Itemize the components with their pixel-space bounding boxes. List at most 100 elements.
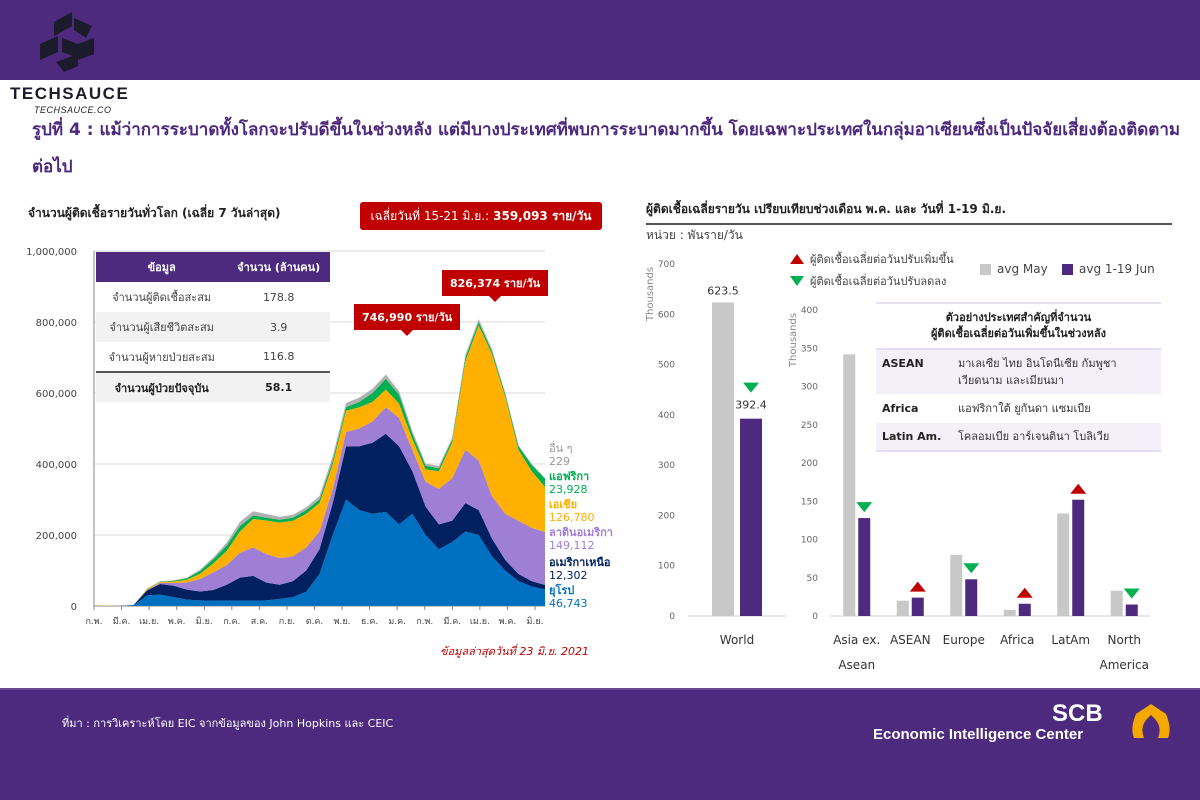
table-row: จำนวนผู้ติดเชื้อสะสม 178.8 bbox=[96, 282, 330, 312]
table-row-total: จำนวนผู้ป่วยปัจจุบัน 58.1 bbox=[96, 371, 330, 402]
brand-url: TECHSAUCE.CO bbox=[34, 105, 112, 115]
legend-swatch-may bbox=[980, 263, 991, 275]
legend-value: 149,112 bbox=[549, 539, 595, 552]
x-tick-label: ม.ค. bbox=[388, 617, 406, 627]
table-cell-value: 3.9 bbox=[227, 312, 330, 342]
info-box-heading-line1: ตัวอย่างประเทศสำคัญที่จำนวน bbox=[945, 311, 1092, 324]
triangle-down-icon bbox=[790, 276, 804, 286]
legend-value: 12,302 bbox=[549, 569, 588, 582]
y-tick-label: 1,000,000 bbox=[26, 247, 77, 258]
info-row-region: Latin Am. bbox=[882, 430, 942, 443]
info-row-asean: ASEAN มาเลเซีย ไทย อินโดนีเซีย กัมพูชา เ… bbox=[876, 350, 1161, 395]
x-tick-label: มิ.ย. bbox=[527, 616, 544, 627]
table-cell-value: 178.8 bbox=[262, 290, 295, 304]
techsauce-logo-icon bbox=[40, 12, 94, 72]
peak-callout-2: 826,374 ราย/วัน bbox=[442, 270, 549, 302]
x-tick-label: เม.ย. bbox=[470, 617, 490, 627]
legend-value: 46,743 bbox=[549, 597, 588, 610]
info-row-latin-america: Latin Am. โคลอมเบีย อาร์เจนตินา โบลิเวีย bbox=[876, 423, 1161, 452]
x-tick-label: ก.ย. bbox=[279, 617, 295, 627]
legend-avg-jun-label: avg 1-19 Jun bbox=[1079, 262, 1155, 276]
table-cell-label: จำนวนผู้เสียชีวิตสะสม bbox=[96, 312, 228, 342]
source-note: ที่มา : การวิเคราะห์โดย EIC จากข้อมูลของ… bbox=[62, 717, 394, 730]
info-row-countries: มาเลเซีย ไทย อินโดนีเซีย กัมพูชา เวียดนา… bbox=[958, 357, 1117, 387]
x-tick-label: ก.พ. bbox=[85, 617, 102, 627]
legend-label: ยุโรป bbox=[549, 583, 574, 598]
legend-value: 23,928 bbox=[549, 483, 588, 496]
table-cell-value: 116.8 bbox=[262, 350, 295, 363]
legend-value: 126,780 bbox=[549, 511, 595, 524]
summary-table: ข้อมูล จำนวน (ล้านคน) จำนวนผู้ติดเชื้อสะ… bbox=[96, 252, 330, 402]
area-series-เอเชีย bbox=[94, 325, 545, 606]
average-badge-label: เฉลี่ยวันที่ 15-21 มิ.ย.: bbox=[370, 208, 490, 223]
x-tick-label: พ.ค. bbox=[168, 617, 186, 627]
peak-callout-1: 746,990 ราย/วัน bbox=[354, 304, 461, 336]
x-tick-label: ก.ค. bbox=[223, 617, 240, 627]
y-tick-label: 0 bbox=[71, 602, 77, 613]
table-cell-label: จำนวนผู้หายป่วยสะสม bbox=[108, 350, 215, 364]
legend-label: ลาตินอเมริกา bbox=[549, 526, 613, 539]
legend-label: แอฟริกา bbox=[549, 470, 589, 483]
page-title: รูปที่ 4 : แม้ว่าการระบาดทั้งโลกจะปรับดี… bbox=[32, 120, 1181, 177]
info-row-region: ASEAN bbox=[882, 357, 924, 370]
table-row: จำนวนผู้หายป่วยสะสม 116.8 bbox=[96, 342, 330, 372]
table-cell-value: 58.1 bbox=[227, 371, 330, 402]
left-chart-title: จำนวนผู้ติดเชื้อรายวันทั่วโลก (เฉลี่ย 7 … bbox=[28, 206, 281, 220]
x-tick-label: เม.ย. bbox=[139, 617, 159, 627]
table-header-row: ข้อมูล จำนวน (ล้านคน) bbox=[96, 252, 330, 282]
legend-avg-jun: avg 1-19 Jun bbox=[1062, 262, 1155, 276]
y-tick-label: 800,000 bbox=[36, 318, 77, 329]
info-row-region: Africa bbox=[882, 402, 919, 415]
scb-logo-icon bbox=[1132, 704, 1170, 738]
table-header-data: ข้อมูล bbox=[96, 252, 228, 282]
data-date-note: ข้อมูลล่าสุดวันที่ 23 มิ.ย. 2021 bbox=[440, 645, 590, 658]
info-box-heading: ตัวอย่างประเทศสำคัญที่จำนวน ผู้ติดเชื้อเ… bbox=[876, 302, 1161, 350]
info-row-countries: โคลอมเบีย อาร์เจนตินา โบลิเวีย bbox=[958, 430, 1110, 443]
info-row-countries: แอฟริกาใต้ ยูกันดา แซมเบีย bbox=[958, 402, 1091, 415]
x-tick-label: ก.พ. bbox=[416, 617, 433, 627]
table-cell-label: จำนวนผู้ติดเชื้อสะสม bbox=[112, 291, 212, 304]
legend-label: อื่น ๆ bbox=[549, 440, 573, 455]
average-badge: เฉลี่ยวันที่ 15-21 มิ.ย.: 359,093 ราย/วั… bbox=[360, 202, 602, 230]
legend-avg-may-label: avg May bbox=[997, 262, 1048, 276]
x-tick-label: ต.ค. bbox=[306, 617, 324, 627]
x-tick-label: ธ.ค. bbox=[361, 617, 378, 627]
info-box: ตัวอย่างประเทศสำคัญที่จำนวน ผู้ติดเชื้อเ… bbox=[876, 302, 1161, 452]
y-tick-label: 400,000 bbox=[36, 460, 77, 471]
legend-decrease-label: ผู้ติดเชื้อเฉลี่ยต่อวันปรับลดลง bbox=[810, 275, 947, 288]
area-series-อเมริกาเหนือ bbox=[94, 433, 545, 606]
y-tick-label: 600,000 bbox=[36, 389, 77, 400]
scb-logo-text: SCB bbox=[1052, 700, 1103, 727]
area-series-ยุโรป bbox=[94, 499, 545, 606]
legend-increase: ผู้ติดเชื้อเฉลี่ยต่อวันปรับเพิ่มขึ้น bbox=[790, 250, 954, 268]
info-row-africa: Africa แอฟริกาใต้ ยูกันดา แซมเบีย bbox=[876, 395, 1161, 423]
x-tick-label: พ.ค. bbox=[499, 617, 517, 627]
eic-name: Economic Intelligence Center bbox=[873, 726, 1084, 743]
legend-increase-label: ผู้ติดเชื้อเฉลี่ยต่อวันปรับเพิ่มขึ้น bbox=[810, 253, 954, 266]
table-cell-label: จำนวนผู้ป่วยปัจจุบัน bbox=[96, 371, 228, 402]
brand-name: TECHSAUCE bbox=[10, 84, 130, 103]
area-series-ลาตินอเมริกา bbox=[94, 407, 545, 606]
table-row: จำนวนผู้เสียชีวิตสะสม 3.9 bbox=[96, 312, 330, 342]
unit-label: หน่วย : พันราย/วัน bbox=[646, 228, 743, 242]
x-tick-label: ส.ค. bbox=[251, 617, 268, 627]
x-tick-label: มี.ค. bbox=[443, 616, 461, 627]
top-banner bbox=[0, 0, 1200, 80]
legend-swatch-jun bbox=[1062, 263, 1073, 275]
average-badge-value: 359,093 ราย/วัน bbox=[493, 208, 592, 223]
legend-decrease: ผู้ติดเชื้อเฉลี่ยต่อวันปรับลดลง bbox=[790, 272, 946, 290]
legend-label: เอเชีย bbox=[549, 498, 577, 511]
table-header-amount: จำนวน (ล้านคน) bbox=[227, 252, 330, 282]
triangle-up-icon bbox=[790, 254, 804, 264]
x-tick-label: พ.ย. bbox=[334, 617, 351, 627]
y-tick-label: 200,000 bbox=[36, 531, 77, 542]
x-tick-label: มี.ค. bbox=[113, 616, 131, 627]
footer: ที่มา : การวิเคราะห์โดย EIC จากข้อมูลของ… bbox=[0, 688, 1200, 800]
legend-label: อเมริกาเหนือ bbox=[549, 556, 611, 569]
right-chart-title: ผู้ติดเชื้อเฉลี่ยรายวัน เปรียบเทียบช่วงเ… bbox=[646, 200, 1172, 225]
legend-avg-may: avg May bbox=[980, 262, 1048, 276]
info-box-heading-line2: ผู้ติดเชื้อเฉลี่ยต่อวันเพิ่มขึ้นในช่วงหล… bbox=[930, 327, 1107, 340]
x-tick-label: มิ.ย. bbox=[196, 616, 213, 627]
legend-value: 229 bbox=[549, 455, 570, 468]
